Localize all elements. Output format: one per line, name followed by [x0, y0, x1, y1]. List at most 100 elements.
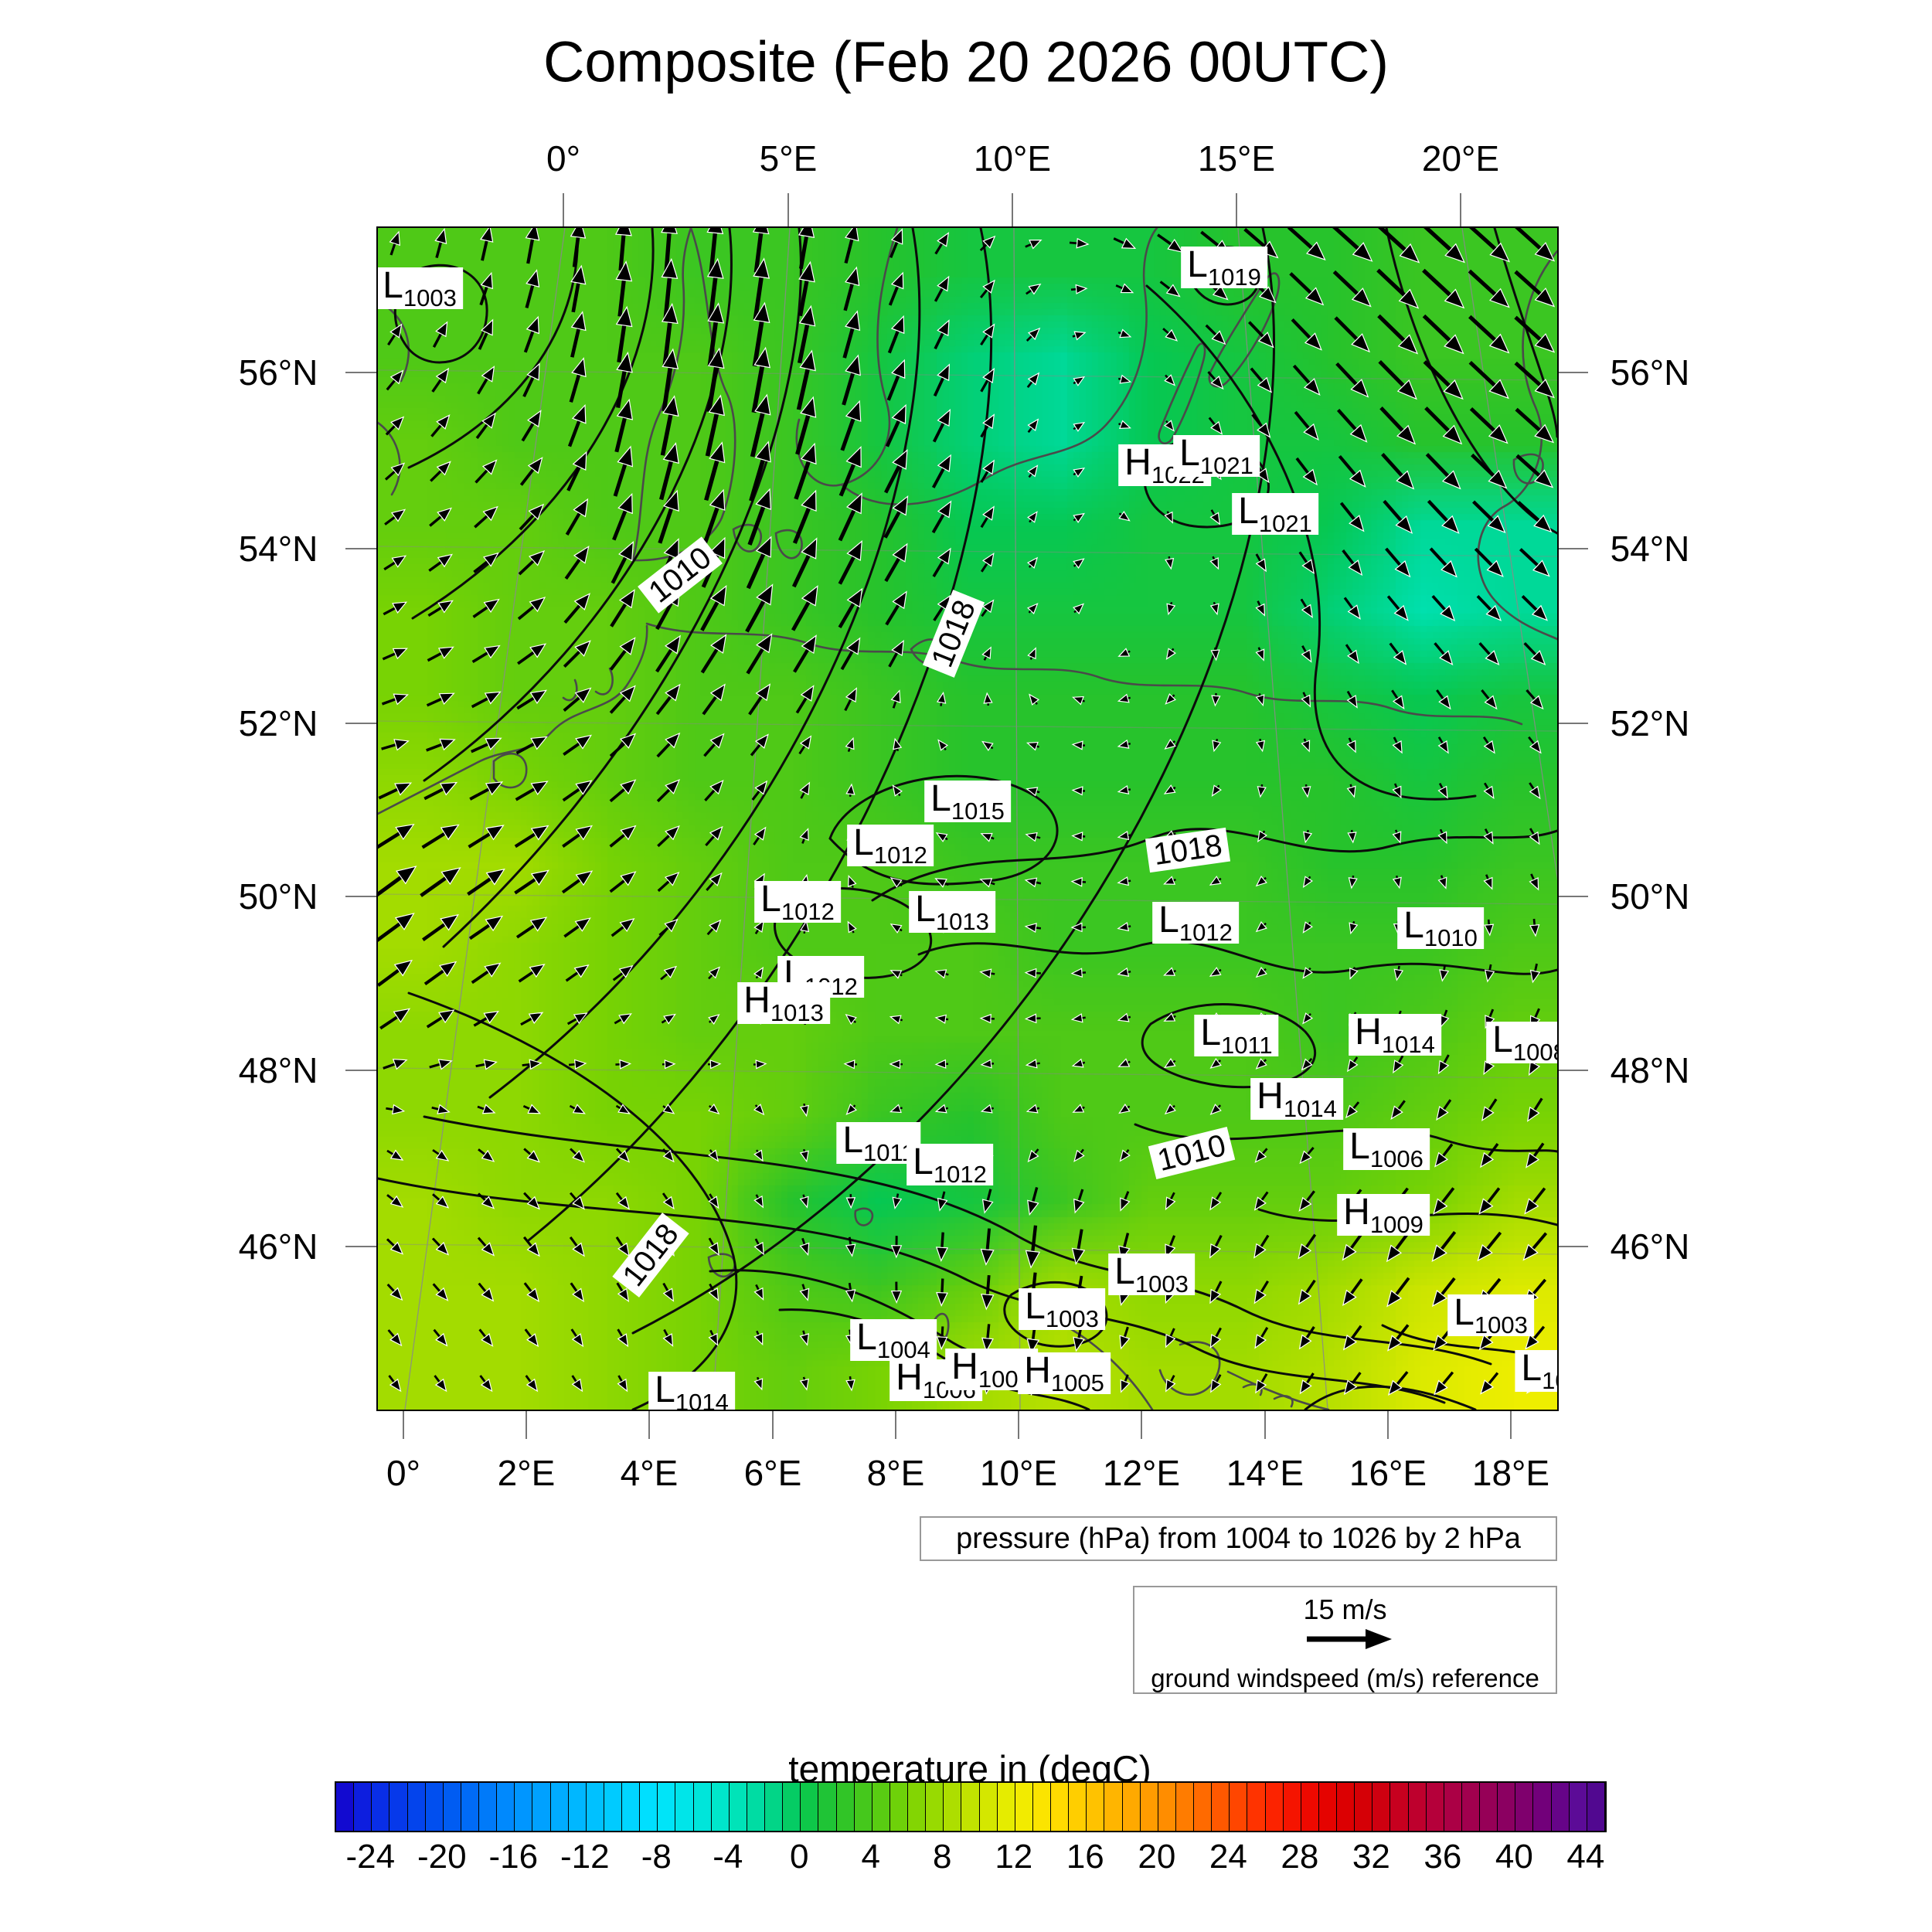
right-axis-label: 46°N	[1610, 1226, 1690, 1267]
wind-arrow-head	[709, 441, 726, 464]
wind-arrow-head	[1119, 374, 1132, 384]
wind-arrow-head	[1439, 969, 1450, 982]
colorbar-segment	[944, 1783, 962, 1831]
wind-arrow-head	[1533, 469, 1554, 488]
wind-arrow-shaft	[523, 329, 536, 353]
wind-arrow-head	[890, 228, 903, 245]
wind-arrow-head	[1488, 379, 1509, 400]
wind-arrow-head	[1212, 284, 1229, 301]
axis-tick	[895, 1410, 896, 1439]
wind-arrow-head	[937, 363, 951, 382]
wind-arrow-head	[1075, 284, 1088, 294]
wind-arrow-head	[481, 1104, 496, 1114]
wind-arrow-head	[394, 913, 415, 930]
wind-arrow-head	[1027, 1149, 1039, 1163]
wind-arrow-head	[799, 349, 816, 372]
wind-arrow-head	[936, 1291, 948, 1308]
wind-arrow-head	[1209, 1288, 1222, 1304]
wind-arrow-head	[1025, 832, 1038, 842]
wind-arrow-shaft	[383, 606, 397, 616]
wind-arrow-head	[435, 1332, 448, 1347]
wind-arrow-head	[890, 1290, 903, 1304]
wind-arrow-head	[1529, 695, 1544, 710]
wind-arrow-head	[1534, 242, 1556, 262]
wind-arrow-head	[800, 685, 815, 702]
wind-arrow-shaft	[888, 650, 900, 668]
wind-arrow-shaft	[797, 322, 810, 364]
wind-arrow-shaft	[1468, 315, 1498, 343]
isobar-contour	[917, 940, 1557, 975]
wind-arrow-shaft	[422, 922, 447, 941]
wind-arrow-head	[619, 918, 635, 933]
top-axis-label: 15°E	[1197, 138, 1276, 179]
graticule-parallel	[378, 369, 1557, 381]
wind-arrow-shaft	[477, 376, 489, 395]
wind-arrow-head	[708, 394, 726, 417]
wind-arrow-head	[1299, 1150, 1312, 1165]
colorbar-segment	[1051, 1783, 1070, 1831]
wind-arrow-shaft	[471, 696, 490, 709]
pressure-center-kind: L	[1403, 905, 1424, 946]
wind-arrow-head	[1167, 238, 1184, 253]
wind-arrow-head	[1525, 1334, 1539, 1350]
wind-arrow-head	[1431, 1289, 1448, 1308]
wind-arrow-head	[1073, 603, 1085, 615]
wind-arrow-head	[709, 872, 723, 886]
bottom-axis-label: 6°E	[743, 1453, 802, 1493]
wind-arrow-head	[483, 1059, 498, 1070]
wind-arrow-head	[1164, 374, 1176, 386]
colorbar-segment	[532, 1783, 551, 1831]
axis-tick	[648, 1410, 650, 1439]
wind-arrow-head	[526, 1333, 539, 1348]
wind-arrow-head	[1483, 831, 1494, 845]
wind-arrow-shaft	[703, 742, 717, 757]
wind-arrow-head	[981, 646, 992, 659]
wind-arrow-head	[1073, 421, 1086, 432]
wind-arrow-head	[1440, 604, 1456, 621]
wind-arrow-head	[1257, 786, 1267, 798]
wind-arrow-shaft	[1200, 230, 1221, 248]
wind-arrow-shaft	[749, 457, 766, 502]
wind-arrow-head	[525, 228, 540, 241]
colorbar-segment	[765, 1783, 784, 1831]
wind-arrow-head	[1257, 422, 1271, 438]
wind-arrow-head	[934, 878, 947, 888]
wind-arrow-shaft	[516, 696, 536, 710]
wind-arrow-head	[1027, 327, 1041, 341]
wind-arrow-shaft	[1304, 1372, 1315, 1386]
pressure-center-kind: L	[913, 1141, 934, 1182]
pressure-center-label: L1003	[378, 267, 463, 310]
wind-arrow-head	[845, 354, 861, 376]
wind-arrow-shaft	[1157, 233, 1174, 247]
wind-arrow-shaft	[569, 372, 581, 403]
wind-arrow-shaft	[980, 378, 990, 393]
wind-arrow-head	[755, 536, 772, 558]
wind-arrow-head	[396, 866, 417, 885]
pressure-center-kind: L	[1025, 1286, 1046, 1327]
wind-arrow-head	[483, 1010, 499, 1024]
wind-arrow-head	[1072, 696, 1084, 706]
wind-arrow-head	[1071, 1247, 1086, 1265]
wind-arrow-shaft	[888, 284, 900, 306]
wind-arrow-head	[708, 1332, 719, 1346]
wind-arrow-head	[1443, 379, 1464, 400]
wind-arrow-head	[1481, 1106, 1495, 1121]
wind-arrow-head	[1073, 467, 1086, 478]
wind-arrow-head	[1390, 1105, 1403, 1120]
wind-arrow-head	[1255, 694, 1265, 707]
wind-arrow-head	[753, 1378, 764, 1391]
wind-arrow-shaft	[526, 236, 535, 264]
colorbar-tick-label: -16	[488, 1838, 539, 1876]
wind-arrow-head	[1301, 604, 1313, 618]
wind-arrow-head	[1349, 469, 1366, 488]
wind-arrow-head	[530, 825, 549, 841]
wind-arrow-shaft	[610, 601, 628, 628]
wind-arrow-head	[575, 780, 593, 795]
colorbar-segment	[443, 1783, 461, 1831]
wind-arrow-head	[937, 1197, 948, 1212]
wind-arrow-shaft	[1342, 549, 1356, 566]
wind-arrow-head	[393, 959, 413, 977]
wind-arrow-head	[392, 648, 409, 660]
wind-arrow-head	[1209, 557, 1219, 570]
wind-reference-speed: 15 m/s	[1303, 1594, 1387, 1625]
